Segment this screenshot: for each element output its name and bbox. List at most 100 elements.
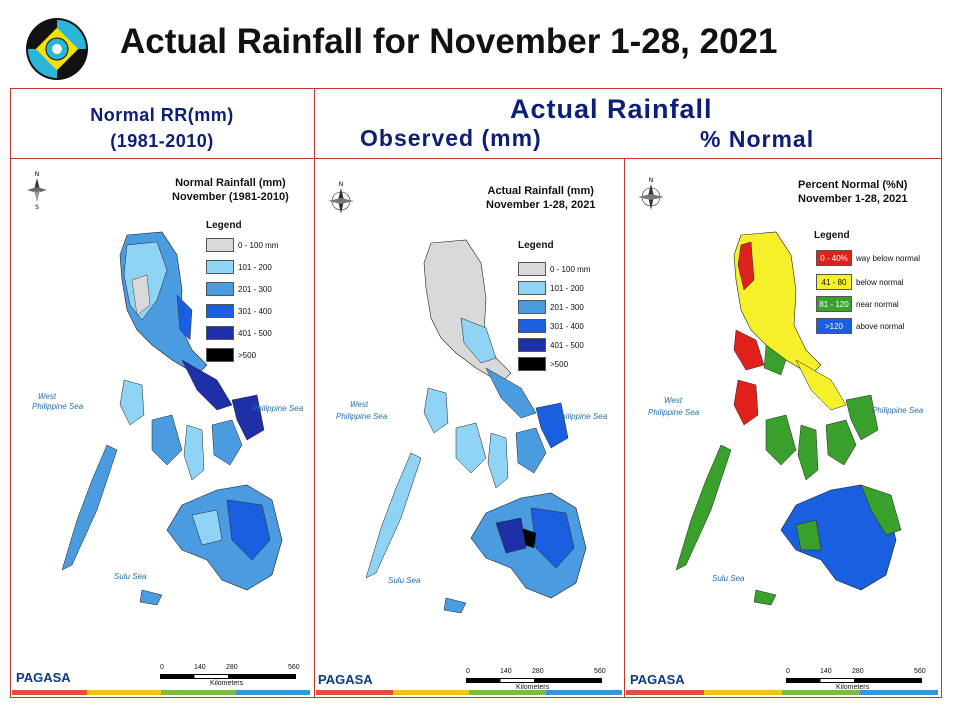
legend-item: 401 - 500 <box>206 326 272 340</box>
legend-swatch: 0 - 40% <box>816 250 852 266</box>
scale-tick: 560 <box>288 664 300 671</box>
legend-swatch <box>518 300 546 314</box>
legend-label: 301 - 400 <box>238 306 272 316</box>
percent-header: % Normal <box>700 126 815 152</box>
philippines-map <box>675 231 902 606</box>
scale-tick: 280 <box>226 664 238 671</box>
normal-header-line1: Normal RR(mm) <box>90 105 234 125</box>
map-title: Actual Rainfall (mm) November 1-28, 2021 <box>486 184 595 212</box>
legend-swatch <box>518 319 546 333</box>
map-panel-observed: N Actual Rainfall (mm) November 1-28, 20… <box>316 160 622 696</box>
scale-tick: 140 <box>500 668 512 675</box>
map-title-line2: November 1-28, 2021 <box>798 193 908 205</box>
scale-unit: Kilometers <box>836 684 870 691</box>
scale-tick: 140 <box>820 668 832 675</box>
sea-label-west2: Philippine Sea <box>336 412 388 421</box>
legend-item: 101 - 200 <box>518 281 584 295</box>
scale-tick: 280 <box>852 668 864 675</box>
scale-bar-graphic <box>160 674 296 679</box>
pagasa-brand: PAGASA <box>630 672 685 687</box>
legend-item: >500 <box>206 348 256 362</box>
legend-item: 0 - 40% way below normal <box>816 250 920 266</box>
map-title: Percent Normal (%N) November 1-28, 2021 <box>798 178 907 206</box>
scale-tick: 0 <box>160 664 164 671</box>
sea-label-east: Philippine Sea <box>872 406 924 415</box>
philippines-map <box>61 231 283 606</box>
legend-item: 101 - 200 <box>206 260 272 274</box>
legend-label: >500 <box>238 350 257 360</box>
legend-label: below normal <box>856 277 904 287</box>
normal-header-line2: (1981-2010) <box>110 131 214 151</box>
scale-tick: 0 <box>466 668 470 675</box>
legend-swatch <box>206 282 234 296</box>
svg-text:N: N <box>649 177 654 184</box>
svg-text:S: S <box>35 204 39 210</box>
sea-label-west: West <box>664 396 683 405</box>
legend-swatch: >120 <box>816 318 852 334</box>
sea-label-east: Philippine Sea <box>556 412 608 421</box>
legend-title: Legend <box>814 230 850 241</box>
scale-bar-graphic <box>466 678 602 683</box>
legend-item: 201 - 300 <box>518 300 584 314</box>
legend-swatch <box>518 281 546 295</box>
legend-swatch <box>206 326 234 340</box>
pagasa-logo <box>26 18 88 80</box>
pagasa-brand: PAGASA <box>16 670 71 685</box>
compass-icon: N <box>328 181 354 214</box>
legend-label: 101 - 200 <box>238 262 272 272</box>
legend-swatch <box>518 338 546 352</box>
map-title-line1: Percent Normal (%N) <box>798 179 908 191</box>
legend-label: 0 - 100 mm <box>550 264 591 274</box>
header-divider <box>10 158 942 159</box>
scale-unit: Kilometers <box>516 684 550 691</box>
legend-label: above normal <box>856 321 905 331</box>
legend-label: 301 - 400 <box>550 321 584 331</box>
map-title-line2: November 1-28, 2021 <box>486 199 596 211</box>
scale-tick: 560 <box>914 668 926 675</box>
scale-unit: Kilometers <box>210 680 244 687</box>
scale-tick: 0 <box>786 668 790 675</box>
legend-label: 201 - 300 <box>550 302 584 312</box>
color-strip <box>12 690 310 695</box>
sea-label-west2: Philippine Sea <box>32 402 84 411</box>
legend-swatch <box>206 260 234 274</box>
legend-item: 401 - 500 <box>518 338 584 352</box>
legend-swatch <box>518 357 546 371</box>
sea-label-south: Sulu Sea <box>388 576 421 585</box>
legend-item: 0 - 100 mm <box>518 262 590 276</box>
normal-header: Normal RR(mm) (1981-2010) <box>12 102 312 154</box>
sea-label-west: West <box>38 392 57 401</box>
divider-1 <box>314 88 315 698</box>
legend-swatch: 81 - 120 <box>816 296 852 312</box>
legend-item: 201 - 300 <box>206 282 272 296</box>
legend-swatch: 41 - 80 <box>816 274 852 290</box>
scale-tick: 560 <box>594 668 606 675</box>
legend-label: 0 - 100 mm <box>238 240 279 250</box>
legend-item: 301 - 400 <box>518 319 584 333</box>
actual-header: Actual Rainfall <box>510 94 713 124</box>
legend-label: way below normal <box>856 253 921 263</box>
legend-label: near normal <box>856 299 899 309</box>
pagasa-brand: PAGASA <box>318 672 373 687</box>
sea-label-east: Philippine Sea <box>252 404 304 413</box>
philippines-map <box>365 239 587 614</box>
legend-item: >500 <box>518 357 568 371</box>
svg-text:N: N <box>339 181 344 188</box>
legend-swatch <box>206 304 234 318</box>
sea-label-west2: Philippine Sea <box>648 408 700 417</box>
legend-label: 201 - 300 <box>238 284 272 294</box>
color-strip <box>626 690 938 695</box>
legend-swatch <box>206 348 234 362</box>
legend-label: >500 <box>550 359 569 369</box>
legend-item: >120 above normal <box>816 318 904 334</box>
color-strip <box>316 690 622 695</box>
map-panel-normal: N S Normal Rainfall (mm) November (1981-… <box>12 160 312 696</box>
legend-label: 401 - 500 <box>238 328 272 338</box>
page-title: Actual Rainfall for November 1-28, 2021 <box>120 22 778 61</box>
sea-label-west: West <box>350 400 369 409</box>
map-panel-percent: N Percent Normal (%N) November 1-28, 202… <box>626 160 940 696</box>
divider-2 <box>624 158 625 698</box>
legend-title: Legend <box>518 240 554 251</box>
compass-icon: N <box>638 177 664 210</box>
map-title-line1: Normal Rainfall (mm) <box>175 177 286 189</box>
